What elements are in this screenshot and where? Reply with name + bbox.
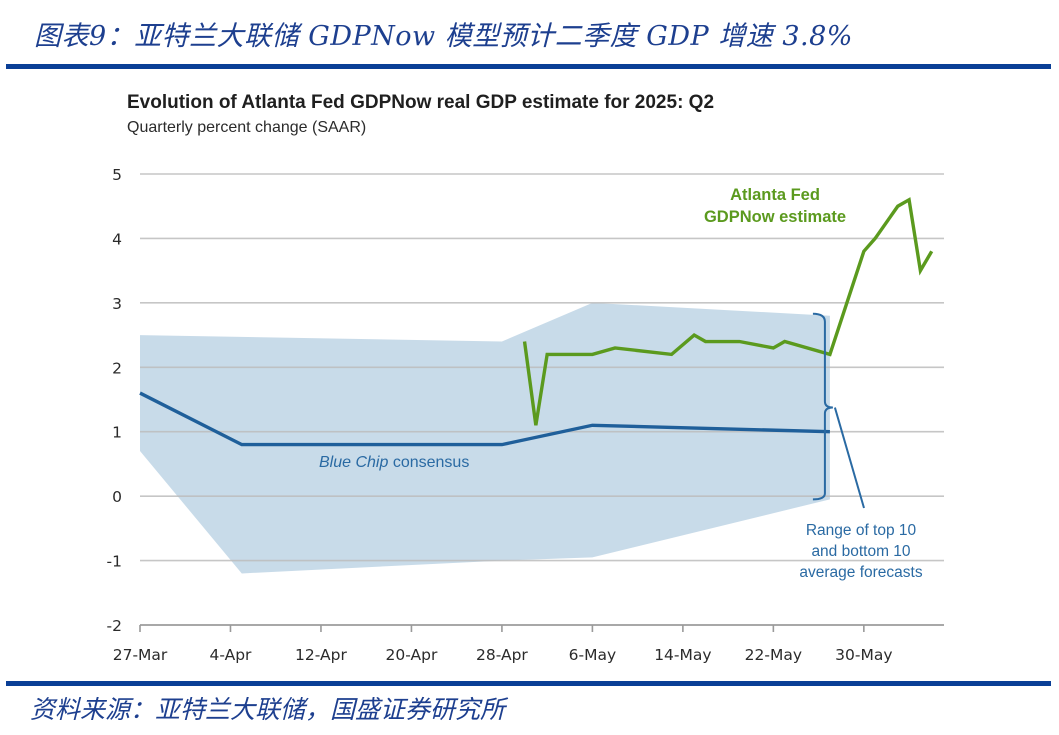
x-tick-label: 20-Apr xyxy=(386,646,438,664)
chart-subtitle: Quarterly percent change (SAAR) xyxy=(127,119,366,136)
gdpnow-label-line2: GDPNow estimate xyxy=(704,208,846,226)
y-tick-label: -2 xyxy=(107,617,122,635)
x-axis-ticks: 27-Mar 4-Apr 12-Apr 20-Apr 28-Apr 6-May 14-May… xyxy=(113,625,893,664)
gdpnow-estimate-line xyxy=(522,197,934,426)
y-tick-label: 4 xyxy=(112,230,122,248)
blue-chip-label-rest: consensus xyxy=(388,454,469,471)
gdpnow-label-line1: Atlanta Fed xyxy=(730,186,820,204)
x-tick-label: 4-Apr xyxy=(210,646,253,664)
x-tick-label: 28-Apr xyxy=(476,646,528,664)
chart-title: Evolution of Atlanta Fed GDPNow real GDP… xyxy=(127,92,714,113)
y-tick-label: 1 xyxy=(112,424,122,442)
chart: Evolution of Atlanta Fed GDPNow real GDP… xyxy=(107,92,944,664)
blue-chip-label: Blue Chip consensus xyxy=(319,454,469,471)
range-label-line1: Range of top 10 xyxy=(806,522,917,539)
series-lines xyxy=(139,197,934,447)
blue-chip-label-italic: Blue Chip xyxy=(319,454,388,471)
x-tick-label: 14-May xyxy=(654,646,711,664)
y-tick-label: 2 xyxy=(112,359,122,377)
range-bracket xyxy=(812,312,865,509)
range-leader-line xyxy=(833,407,865,509)
top-rule xyxy=(6,64,1051,69)
x-tick-label: 6-May xyxy=(569,646,617,664)
y-tick-label: -1 xyxy=(107,553,122,571)
x-tick-label: 30-May xyxy=(835,646,892,664)
range-label-line3: average forecasts xyxy=(799,564,922,581)
forecast-range-band xyxy=(140,302,830,574)
forecast-range-band-layer xyxy=(140,302,830,574)
range-label-line2: and bottom 10 xyxy=(811,543,910,560)
y-tick-label: 3 xyxy=(112,295,122,313)
bottom-rule xyxy=(6,681,1051,686)
figure-title: 图表9：亚特兰大联储 GDPNow 模型预计二季度 GDP 增速 3.8% xyxy=(34,21,853,52)
x-tick-label: 27-Mar xyxy=(113,646,168,664)
x-tick-label: 22-May xyxy=(745,646,802,664)
x-tick-label: 12-Apr xyxy=(295,646,347,664)
y-tick-label: 5 xyxy=(112,166,122,184)
range-bracket-path xyxy=(812,312,833,501)
source-note: 资料来源：亚特兰大联储，国盛证券研究所 xyxy=(30,695,506,724)
y-tick-label: 0 xyxy=(112,488,122,506)
y-axis-ticks: 5 4 3 2 1 0 -1 -2 xyxy=(107,166,122,635)
gridlines xyxy=(140,173,944,626)
